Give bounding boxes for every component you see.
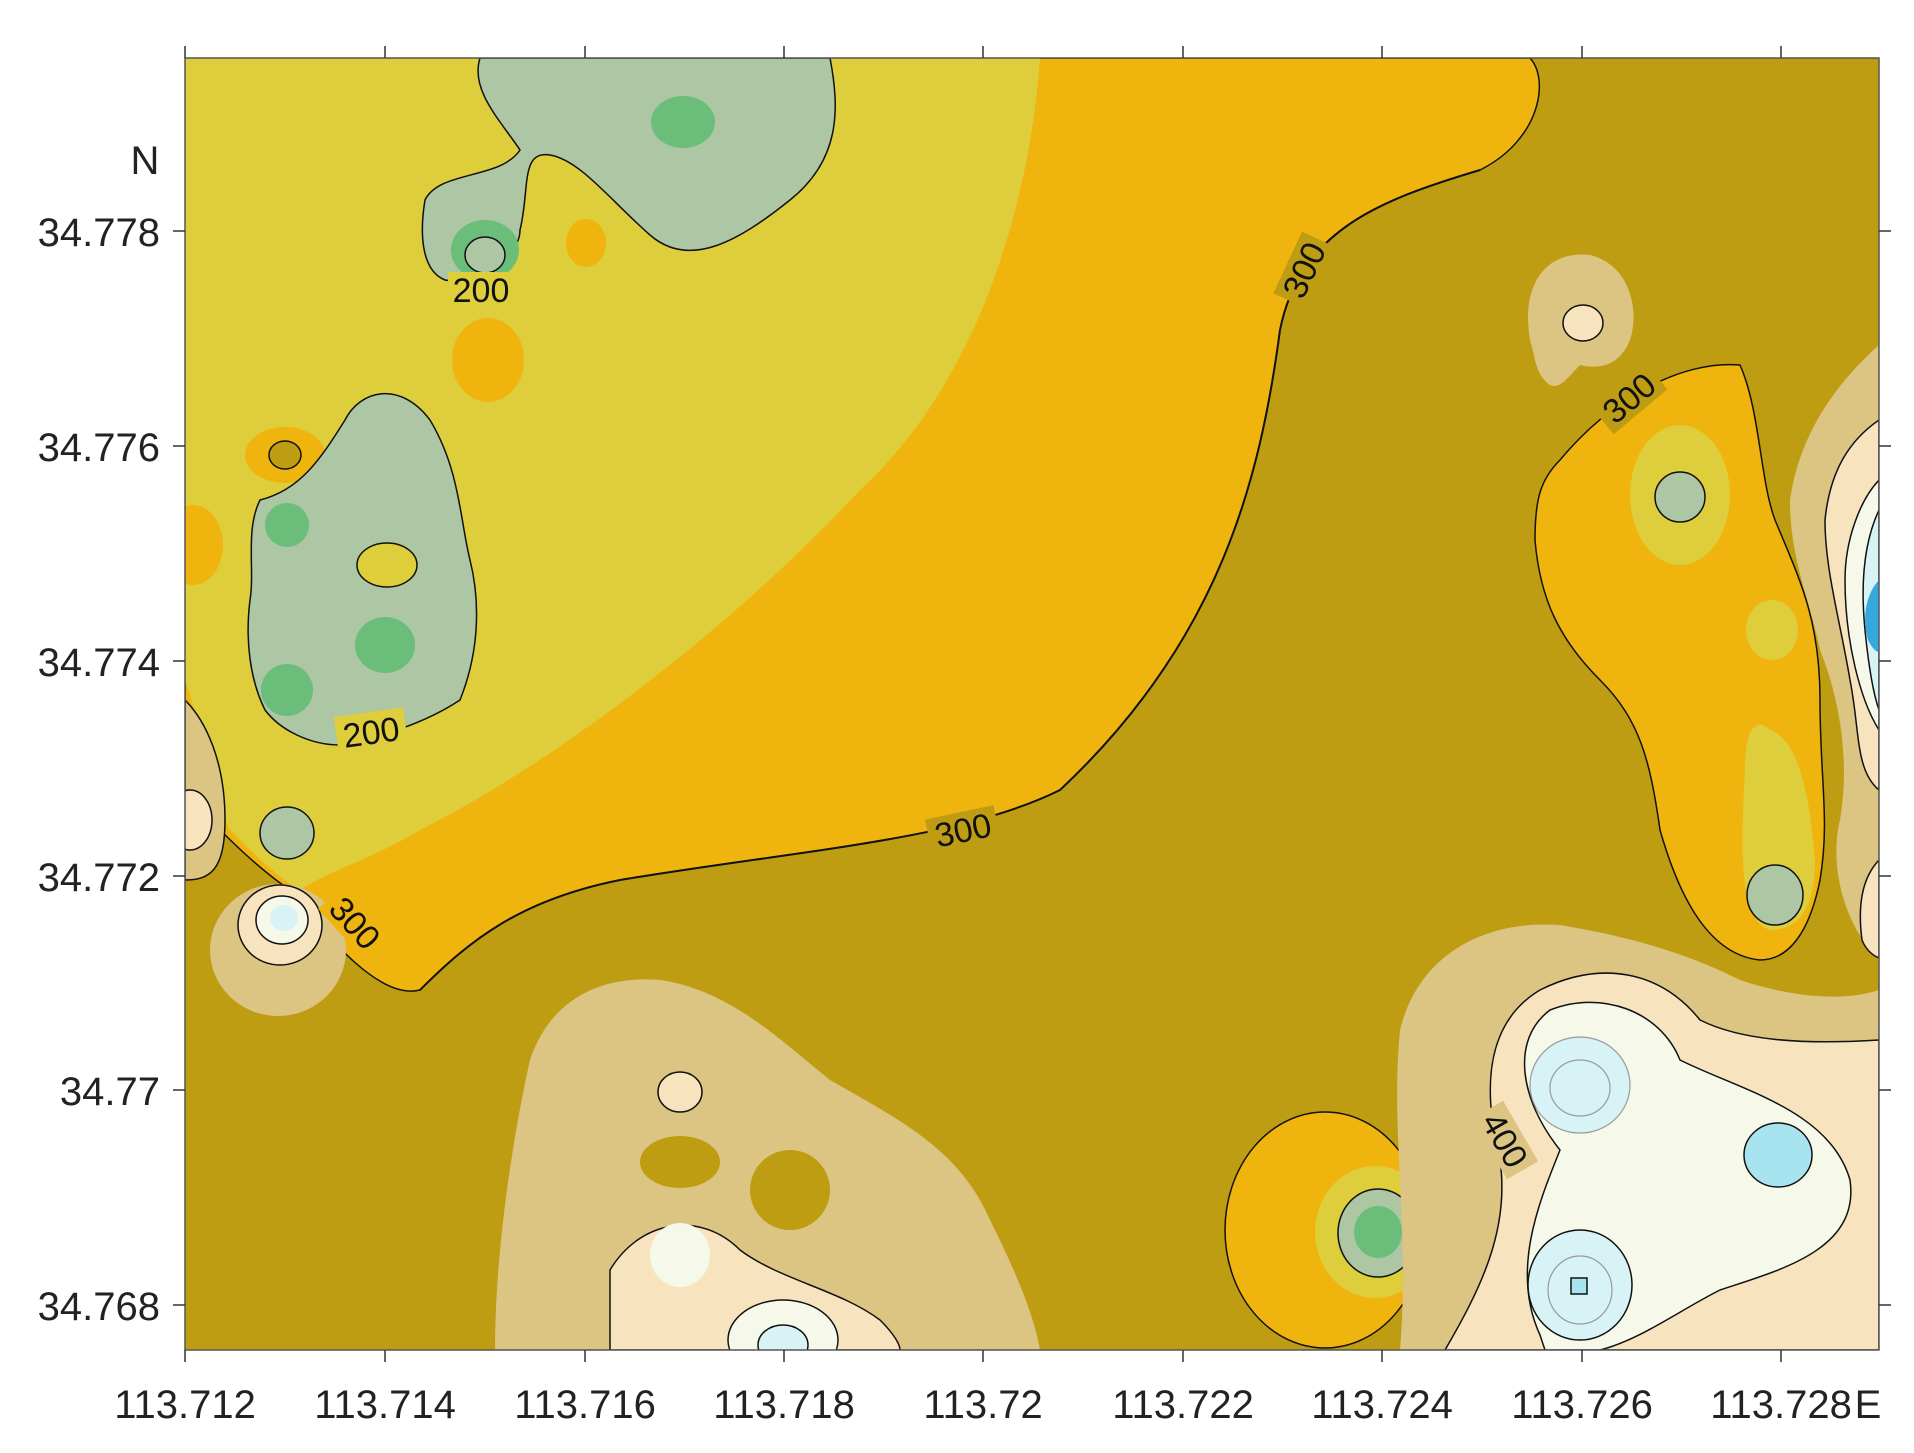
green-spot bbox=[265, 503, 309, 547]
green-spot bbox=[651, 96, 715, 148]
amber-blob bbox=[185, 505, 223, 585]
north-label: N bbox=[131, 139, 160, 183]
east-label: E bbox=[1855, 1383, 1882, 1427]
ice-spot-inner bbox=[1549, 1059, 1611, 1117]
olive-spot bbox=[268, 440, 302, 470]
x-tick-label: 113.726 bbox=[1511, 1383, 1653, 1427]
y-tick-label: 34.774 bbox=[38, 641, 160, 685]
x-tick-label: 113.72 bbox=[923, 1383, 1042, 1427]
sage-center bbox=[464, 236, 506, 274]
sage-region bbox=[421, 58, 836, 282]
sage-spot bbox=[1746, 864, 1804, 926]
amber-blob bbox=[566, 219, 606, 267]
x-tick-label: 113.718 bbox=[713, 1383, 855, 1427]
green-hotspot bbox=[1354, 1206, 1402, 1258]
cream-spot bbox=[185, 789, 213, 851]
ice-spot bbox=[757, 1324, 809, 1350]
square-marker bbox=[1570, 1277, 1588, 1295]
sage-spot bbox=[1654, 471, 1706, 523]
ivory-spot bbox=[650, 1223, 710, 1287]
x-tick-label: 113.728 bbox=[1710, 1383, 1852, 1427]
y-tick-label: 34.77 bbox=[60, 1070, 160, 1114]
y-axis-ticks bbox=[173, 230, 1891, 1306]
right-edge-blue bbox=[1865, 580, 1879, 652]
y-tick-label: 34.776 bbox=[38, 426, 160, 470]
ice-hotspot bbox=[270, 905, 298, 931]
x-axis-ticks bbox=[184, 46, 1782, 1362]
olive-spot bbox=[640, 1136, 720, 1188]
x-tick-label: 113.712 bbox=[114, 1383, 256, 1427]
x-tick-label: 113.724 bbox=[1311, 1383, 1453, 1427]
x-tick-label: 113.722 bbox=[1112, 1383, 1254, 1427]
right-edge-cream bbox=[1859, 858, 1879, 959]
y-tick-label: 34.768 bbox=[38, 1285, 160, 1329]
y-tick-label: 34.778 bbox=[38, 211, 160, 255]
amber-blob bbox=[452, 318, 524, 402]
green-spot bbox=[355, 617, 415, 673]
y-tick-label: 34.772 bbox=[38, 856, 160, 900]
plot-frame bbox=[184, 57, 1880, 1351]
x-axis-labels: 113.712 113.714 113.716 113.718 113.72 1… bbox=[114, 1383, 1881, 1427]
contour-label-200: 200 bbox=[453, 272, 510, 310]
cream-spot bbox=[1562, 304, 1604, 342]
cream-spot bbox=[657, 1071, 703, 1113]
x-tick-label: 113.714 bbox=[314, 1383, 456, 1427]
contour-label-200: 200 bbox=[341, 710, 402, 756]
x-tick-label: 113.716 bbox=[514, 1383, 656, 1427]
y-axis-labels: N 34.778 34.776 34.774 34.772 34.77 34.7… bbox=[38, 139, 160, 1329]
green-spot bbox=[261, 664, 313, 716]
sage-blob bbox=[259, 806, 315, 860]
yellow-hole bbox=[356, 542, 418, 588]
yellow-spot bbox=[1746, 600, 1798, 660]
cyan-spot bbox=[1743, 1122, 1813, 1188]
olive-spot bbox=[750, 1150, 830, 1230]
